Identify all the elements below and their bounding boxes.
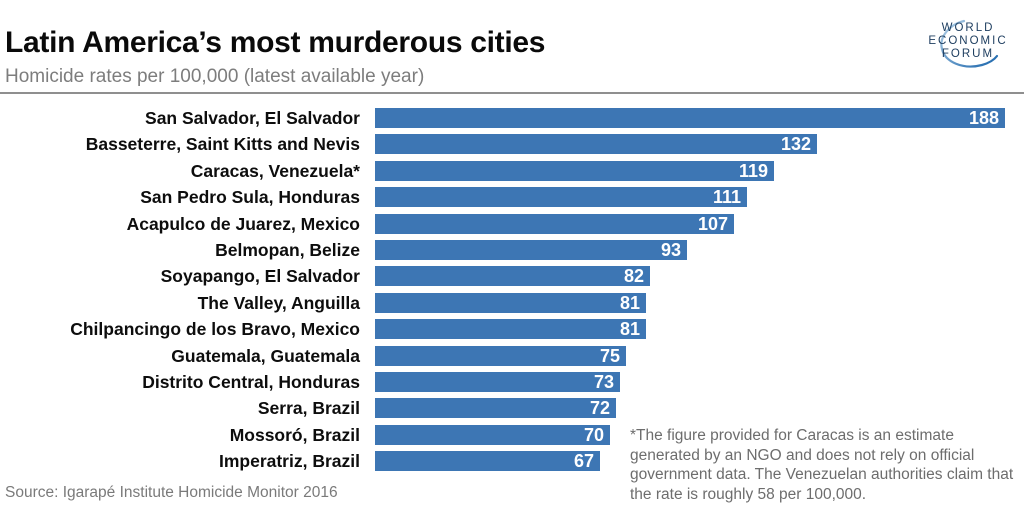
bar-row: Guatemala, Guatemala 75 <box>0 345 1016 366</box>
bar-track: 72 <box>375 398 1016 419</box>
bar-track: 188 <box>375 108 1016 128</box>
bar-row: Imperatriz, Brazil 67 <box>0 451 1016 472</box>
category-label: Acapulco de Juarez, Mexico <box>126 213 360 234</box>
wef-logo-line-3: FORUM <box>942 48 994 60</box>
bar-row: Acapulco de Juarez, Mexico 107 <box>0 213 1016 234</box>
bar-row: San Salvador, El Salvador 188 <box>0 108 1016 128</box>
value-label: 81 <box>619 319 640 340</box>
bar-track: 81 <box>375 292 1016 313</box>
bar-row: Basseterre, Saint Kitts and Nevis 132 <box>0 134 1016 155</box>
category-label: San Pedro Sula, Honduras <box>140 187 360 208</box>
bar-track: 132 <box>375 134 1016 155</box>
wef-logo-line-1: WORLD <box>942 22 995 34</box>
bar-row: Chilpancingo de los Bravo, Mexico 81 <box>0 319 1016 340</box>
source-text: Source: Igarapé Institute Homicide Monit… <box>5 484 338 501</box>
bar-track: 73 <box>375 371 1016 392</box>
value-label: 72 <box>589 398 610 419</box>
bar-row: The Valley, Anguilla 81 <box>0 292 1016 313</box>
wef-swoosh-icon <box>940 19 999 68</box>
value-label: 111 <box>712 187 741 208</box>
bar: 107 <box>375 213 734 234</box>
category-label: San Salvador, El Salvador <box>145 108 360 128</box>
bar: 70 <box>375 424 610 445</box>
bar-row: Caracas, Venezuela* 119 <box>0 160 1016 181</box>
bar: 73 <box>375 371 620 392</box>
bar: 111 <box>375 187 747 208</box>
bar: 75 <box>375 345 626 366</box>
bar: 81 <box>375 292 646 313</box>
bar-track: 111 <box>375 187 1016 208</box>
category-label: Belmopan, Belize <box>215 239 360 260</box>
bar-track: 82 <box>375 266 1016 287</box>
category-label: Distrito Central, Honduras <box>142 371 360 392</box>
category-label: Guatemala, Guatemala <box>171 345 360 366</box>
bar-chart: San Salvador, El Salvador 188 Basseterre, … <box>0 108 1016 477</box>
bar-row: Distrito Central, Honduras 73 <box>0 371 1016 392</box>
bar-row: Serra, Brazil 72 <box>0 398 1016 419</box>
bar-row: San Pedro Sula, Honduras 111 <box>0 187 1016 208</box>
category-label: The Valley, Anguilla <box>197 292 360 313</box>
header-divider <box>0 92 1024 94</box>
category-label: Serra, Brazil <box>257 398 360 419</box>
category-label: Caracas, Venezuela* <box>190 160 360 181</box>
bar: 81 <box>375 319 646 340</box>
bar-row: Belmopan, Belize 93 <box>0 239 1016 260</box>
value-label: 82 <box>623 266 644 287</box>
value-label: 73 <box>593 371 614 392</box>
page-title: Latin America’s most murderous cities <box>5 26 546 59</box>
value-label: 188 <box>968 108 999 128</box>
value-label: 81 <box>619 292 640 313</box>
value-label: 75 <box>599 345 620 366</box>
bar-track: 93 <box>375 239 1016 260</box>
value-label: 107 <box>697 213 728 234</box>
category-label: Soyapango, El Salvador <box>160 266 360 287</box>
bar-track: 70 <box>375 424 1016 445</box>
footnote: *The figure provided for Caracas is an e… <box>630 427 1014 503</box>
wef-logo: WORLD ECONOMIC FORUM <box>928 19 1007 68</box>
bar-row: Mossoró, Brazil 70 <box>0 424 1016 445</box>
bar-track: 75 <box>375 345 1016 366</box>
bar: 188 <box>375 108 1005 128</box>
bar: 72 <box>375 398 616 419</box>
bar: 132 <box>375 134 817 155</box>
bar-track: 107 <box>375 213 1016 234</box>
category-label: Mossoró, Brazil <box>229 424 360 445</box>
bar-track: 67 <box>375 451 1016 472</box>
page-subtitle: Homicide rates per 100,000 (latest avail… <box>5 66 425 87</box>
value-label: 119 <box>738 160 768 181</box>
bar-track: 81 <box>375 319 1016 340</box>
bar: 93 <box>375 239 687 260</box>
bar: 82 <box>375 266 650 287</box>
bar-row: Soyapango, El Salvador 82 <box>0 266 1016 287</box>
value-label: 93 <box>660 239 681 260</box>
value-label: 132 <box>780 134 811 155</box>
category-label: Chilpancingo de los Bravo, Mexico <box>70 319 360 340</box>
category-label: Basseterre, Saint Kitts and Nevis <box>85 134 360 155</box>
bar-track: 119 <box>375 160 1016 181</box>
value-label: 67 <box>573 451 594 472</box>
value-label: 70 <box>583 424 604 445</box>
wef-logo-line-2: ECONOMIC <box>928 35 1007 47</box>
category-label: Imperatriz, Brazil <box>218 451 360 472</box>
bar: 119 <box>375 160 774 181</box>
bar: 67 <box>375 451 600 472</box>
